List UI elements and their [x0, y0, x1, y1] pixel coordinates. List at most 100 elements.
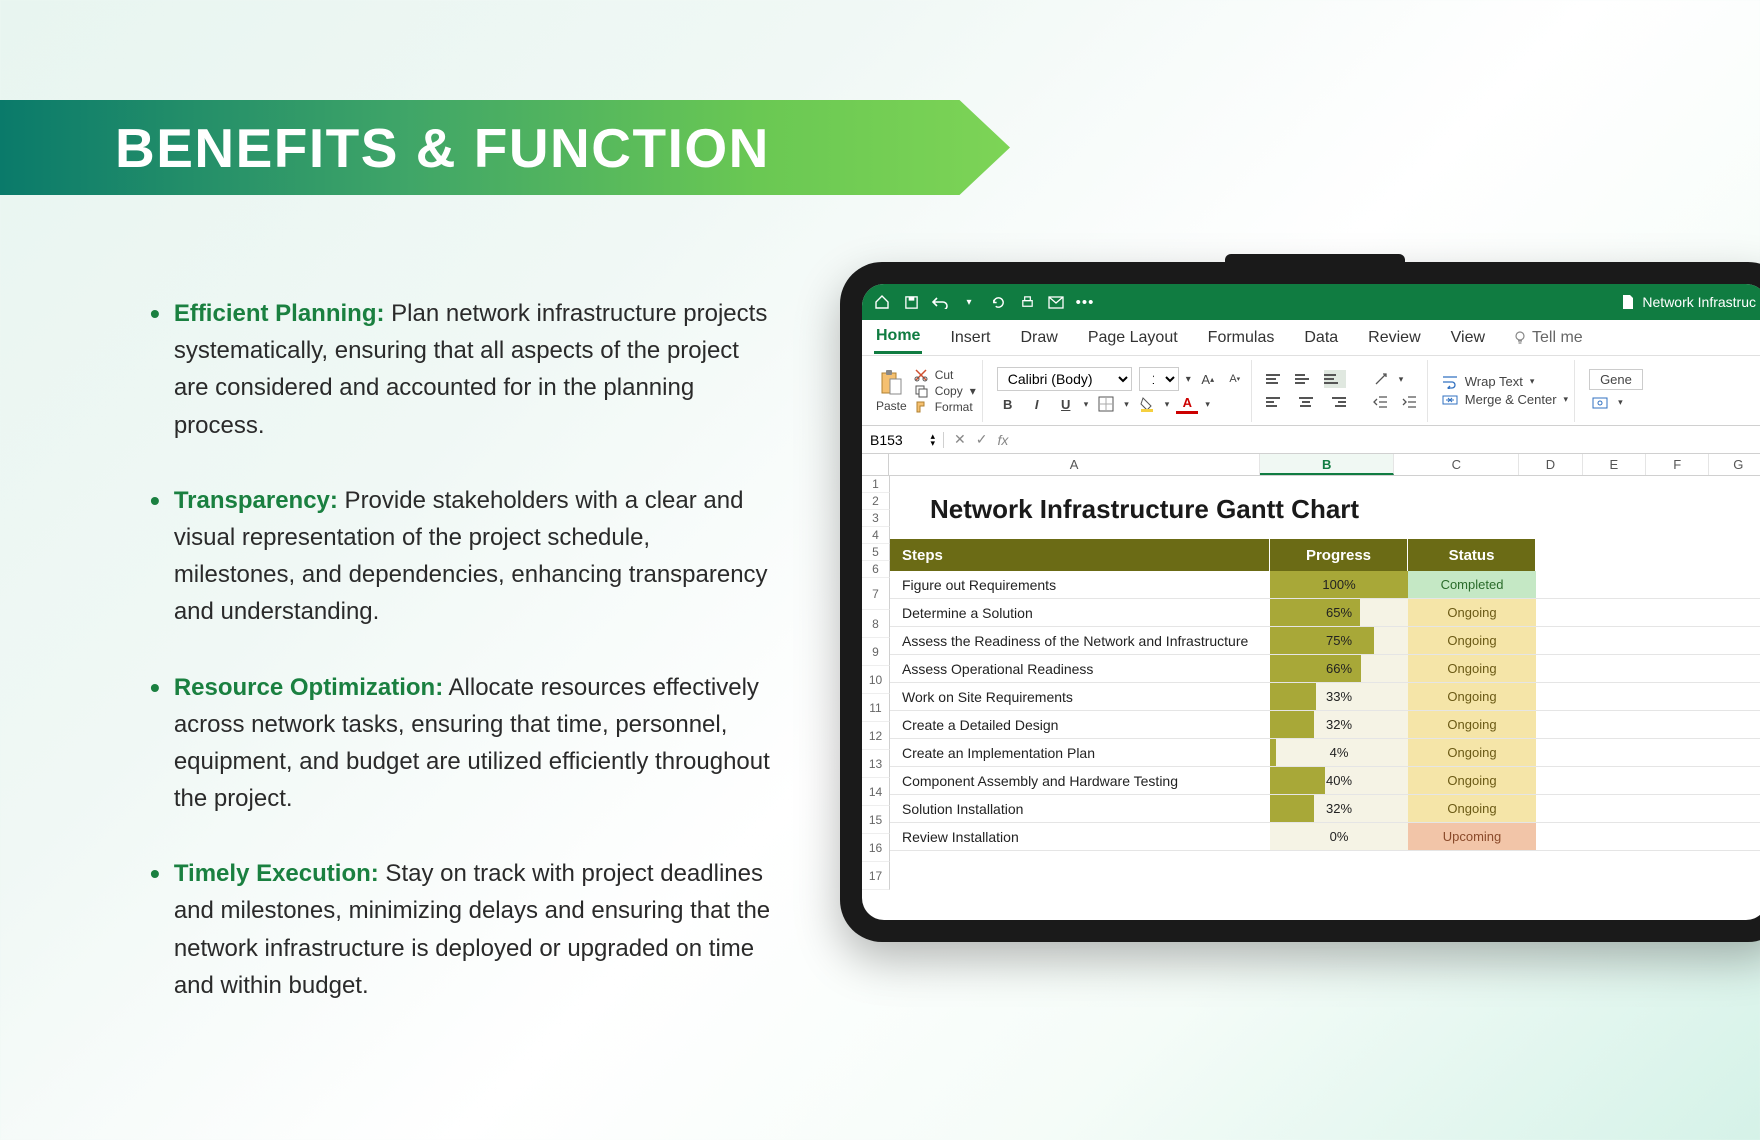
row-header[interactable]: 12 [862, 722, 890, 750]
copy-button[interactable]: Copy ▾ [914, 384, 976, 398]
row-header[interactable]: 3 [862, 510, 890, 527]
paste-button[interactable]: Paste [876, 369, 907, 413]
col-header-e[interactable]: E [1583, 454, 1646, 475]
table-row[interactable]: Review Installation0%Upcoming [890, 823, 1760, 851]
row-header[interactable]: 1 [862, 476, 890, 493]
chevron-down-icon[interactable]: ▾ [961, 294, 977, 310]
wrap-text-button[interactable]: Wrap Text ▾ [1442, 374, 1568, 389]
font-size-select[interactable]: 11 [1139, 367, 1179, 391]
tab-draw[interactable]: Draw [1018, 323, 1059, 353]
tab-insert[interactable]: Insert [948, 323, 992, 353]
more-icon[interactable]: ••• [1077, 294, 1093, 310]
font-color-button[interactable]: A [1176, 394, 1198, 414]
status-cell: Ongoing [1408, 627, 1536, 654]
tab-review[interactable]: Review [1366, 323, 1422, 353]
bullet-icon: • [150, 669, 160, 818]
col-header-d[interactable]: D [1519, 454, 1582, 475]
paste-label: Paste [876, 399, 907, 413]
col-header-f[interactable]: F [1646, 454, 1709, 475]
row-header[interactable]: 5 [862, 544, 890, 561]
decrease-indent-button[interactable] [1370, 392, 1392, 412]
table-row[interactable]: Figure out Requirements100%Completed [890, 571, 1760, 599]
merge-center-button[interactable]: Merge & Center ▾ [1442, 392, 1568, 407]
refresh-icon[interactable] [990, 294, 1006, 310]
align-bottom-button[interactable] [1324, 370, 1346, 388]
cancel-icon[interactable]: ✕ [954, 431, 966, 448]
tablet-frame: ▾ ••• Network Infrastruc Home Insert Dra… [840, 262, 1760, 942]
row-header[interactable]: 4 [862, 527, 890, 544]
undo-icon[interactable] [932, 294, 948, 310]
col-header-a[interactable]: A [889, 454, 1260, 475]
fill-color-button[interactable] [1136, 394, 1158, 414]
step-cell: Work on Site Requirements [890, 683, 1270, 710]
table-row[interactable]: Create a Detailed Design32%Ongoing [890, 711, 1760, 739]
format-painter-button[interactable]: Format [914, 400, 976, 414]
tab-formulas[interactable]: Formulas [1206, 323, 1277, 353]
home-icon[interactable] [874, 294, 890, 310]
mail-icon[interactable] [1048, 294, 1064, 310]
table-row[interactable]: Determine a Solution65%Ongoing [890, 599, 1760, 627]
select-all-corner[interactable] [862, 454, 889, 475]
status-cell: Completed [1408, 571, 1536, 598]
align-middle-button[interactable] [1295, 370, 1317, 388]
step-cell: Component Assembly and Hardware Testing [890, 767, 1270, 794]
increase-font-icon[interactable]: A▴ [1198, 370, 1218, 388]
col-header-c[interactable]: C [1394, 454, 1519, 475]
step-cell: Review Installation [890, 823, 1270, 850]
table-row[interactable]: Assess the Readiness of the Network and … [890, 627, 1760, 655]
decrease-font-icon[interactable]: A▾ [1225, 370, 1245, 388]
align-left-button[interactable] [1266, 393, 1288, 411]
bold-button[interactable]: B [997, 394, 1019, 414]
orientation-button[interactable] [1370, 369, 1392, 389]
border-button[interactable] [1095, 394, 1117, 414]
tab-home[interactable]: Home [874, 321, 922, 354]
fx-icon[interactable]: fx [997, 432, 1008, 448]
number-group: Gene ▾ [1583, 360, 1649, 422]
row-header[interactable]: 6 [862, 561, 890, 578]
underline-button[interactable]: U [1055, 394, 1077, 414]
save-icon[interactable] [903, 294, 919, 310]
table-row[interactable]: Create an Implementation Plan4%Ongoing [890, 739, 1760, 767]
align-top-button[interactable] [1266, 370, 1288, 388]
row-header[interactable]: 2 [862, 493, 890, 510]
header-progress: Progress [1270, 539, 1408, 571]
table-row[interactable]: Component Assembly and Hardware Testing4… [890, 767, 1760, 795]
table-row[interactable]: Solution Installation32%Ongoing [890, 795, 1760, 823]
row-header[interactable]: 11 [862, 694, 890, 722]
align-center-button[interactable] [1295, 393, 1317, 411]
enter-icon[interactable]: ✓ [976, 431, 988, 448]
progress-cell: 4% [1270, 739, 1408, 766]
tab-data[interactable]: Data [1302, 323, 1340, 353]
row-header[interactable]: 9 [862, 638, 890, 666]
print-icon[interactable] [1019, 294, 1035, 310]
doc-icon [1621, 294, 1635, 310]
increase-indent-button[interactable] [1399, 392, 1421, 412]
font-name-select[interactable]: Calibri (Body) [997, 367, 1132, 391]
tell-me[interactable]: Tell me [1513, 329, 1583, 347]
row-header[interactable]: 14 [862, 778, 890, 806]
table-row[interactable]: Work on Site Requirements33%Ongoing [890, 683, 1760, 711]
align-right-button[interactable] [1324, 393, 1346, 411]
progress-cell: 33% [1270, 683, 1408, 710]
table-row[interactable]: Assess Operational Readiness66%Ongoing [890, 655, 1760, 683]
name-box[interactable]: B153 ▴▾ [862, 432, 944, 448]
tab-page-layout[interactable]: Page Layout [1086, 323, 1180, 353]
col-header-g[interactable]: G [1709, 454, 1760, 475]
row-header[interactable]: 13 [862, 750, 890, 778]
benefit-label: Resource Optimization: [174, 674, 443, 701]
row-header[interactable]: 15 [862, 806, 890, 834]
cut-button[interactable]: Cut [914, 368, 976, 382]
row-header[interactable]: 8 [862, 610, 890, 638]
tab-view[interactable]: View [1449, 323, 1487, 353]
row-header[interactable]: 16 [862, 834, 890, 862]
col-header-b[interactable]: B [1260, 454, 1395, 475]
currency-button[interactable] [1589, 393, 1611, 413]
row-header[interactable]: 10 [862, 666, 890, 694]
banner-title: BENEFITS & FUNCTION [115, 116, 770, 180]
italic-button[interactable]: I [1026, 394, 1048, 414]
status-cell: Ongoing [1408, 767, 1536, 794]
row-header[interactable]: 17 [862, 862, 890, 890]
gantt-body: Figure out Requirements100%CompletedDete… [890, 571, 1760, 851]
number-format-select[interactable]: Gene [1589, 369, 1643, 390]
row-header[interactable]: 7 [862, 578, 890, 610]
